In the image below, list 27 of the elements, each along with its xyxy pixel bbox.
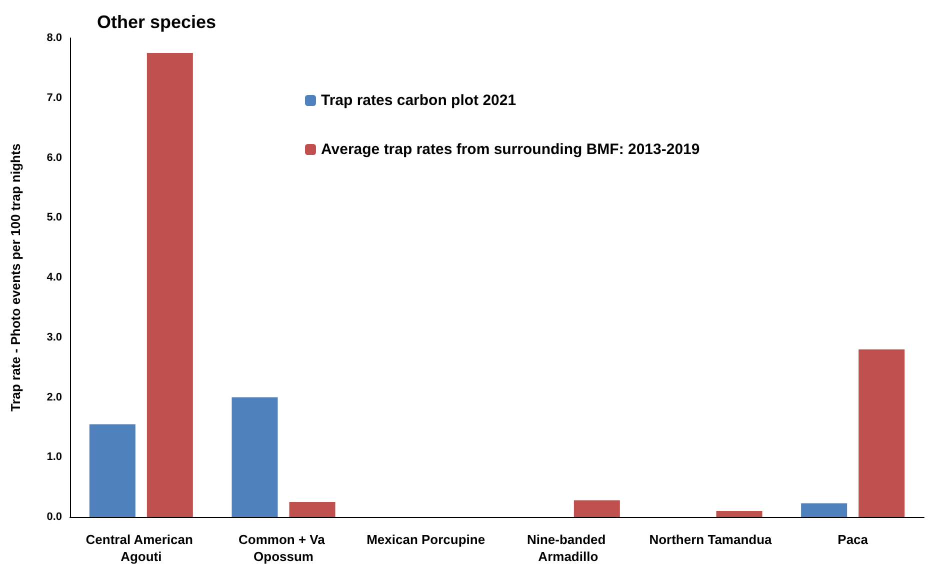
x-tick-label: Paca bbox=[838, 532, 869, 547]
x-tick-label: Nine-banded Armadillo bbox=[526, 532, 610, 564]
bar bbox=[89, 424, 136, 517]
y-tick-label: 6.0 bbox=[46, 152, 62, 164]
y-tick-label: 1.0 bbox=[46, 451, 62, 464]
x-tick-label: Northern Tamandua bbox=[649, 532, 773, 547]
y-tick-label: 2.0 bbox=[46, 391, 62, 404]
y-tick-label: 5.0 bbox=[46, 212, 62, 224]
y-tick-label: 8.0 bbox=[46, 32, 62, 44]
y-tick-label: 3.0 bbox=[46, 331, 62, 344]
bar bbox=[232, 397, 278, 517]
bar bbox=[574, 500, 620, 517]
bar bbox=[146, 52, 193, 517]
y-tick-label: 0.0 bbox=[46, 511, 62, 523]
chart-title: Other species bbox=[97, 12, 216, 32]
y-axis-title: Trap rate - Photo events per 100 trap nights bbox=[8, 143, 23, 412]
bar bbox=[716, 511, 762, 517]
x-tick-label: Central American Agouti bbox=[86, 532, 197, 564]
x-tick-label: Common + Va Opossum bbox=[238, 532, 328, 564]
bar bbox=[858, 349, 905, 517]
x-tick-label: Mexican Porcupine bbox=[366, 532, 486, 547]
legend-label: Average trap rates from surrounding BMF: 2013-2019 bbox=[321, 141, 700, 158]
y-tick-label: 7.0 bbox=[46, 92, 62, 104]
y-tick-label: 4.0 bbox=[46, 272, 62, 284]
legend-label: Trap rates carbon plot 2021 bbox=[321, 92, 516, 109]
bar bbox=[289, 502, 336, 517]
bar bbox=[801, 503, 848, 517]
